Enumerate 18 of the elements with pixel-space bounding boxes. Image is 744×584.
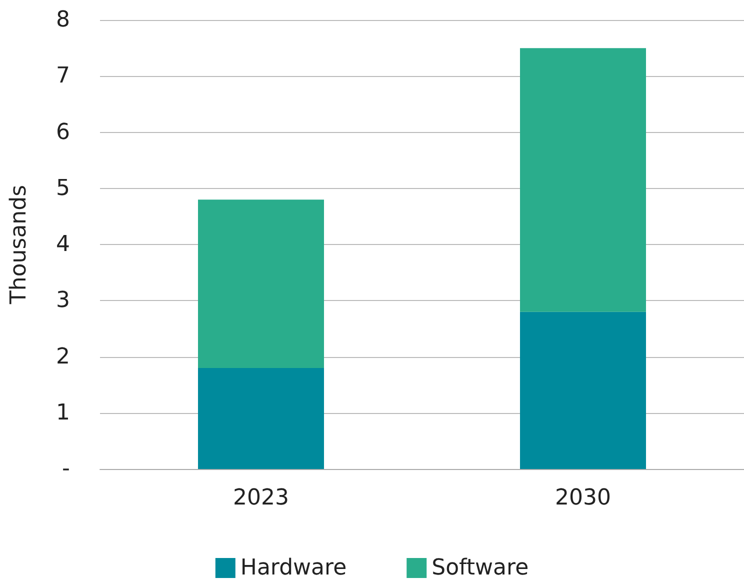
bar [520,312,646,469]
y-tick-label: 5 [56,176,70,201]
y-axis-title: Thousands [6,184,32,306]
y-tick-label: 4 [56,232,70,257]
legend-label: Hardware [240,556,347,580]
y-tick-label: 2 [56,344,70,370]
y-tick-label: 8 [56,8,70,32]
x-tick-label: 2023 [233,486,289,510]
bar [520,48,646,312]
bar [198,368,324,469]
y-tick-label: 7 [56,64,70,89]
y-tick-label: 3 [56,288,70,314]
bar [198,200,324,368]
y-tick-label: 6 [56,120,70,145]
legend-label: Software [432,556,529,580]
x-tick-label: 2030 [555,486,611,510]
y-tick-label: 1 [56,400,70,426]
y-tick-label: - [62,456,70,482]
